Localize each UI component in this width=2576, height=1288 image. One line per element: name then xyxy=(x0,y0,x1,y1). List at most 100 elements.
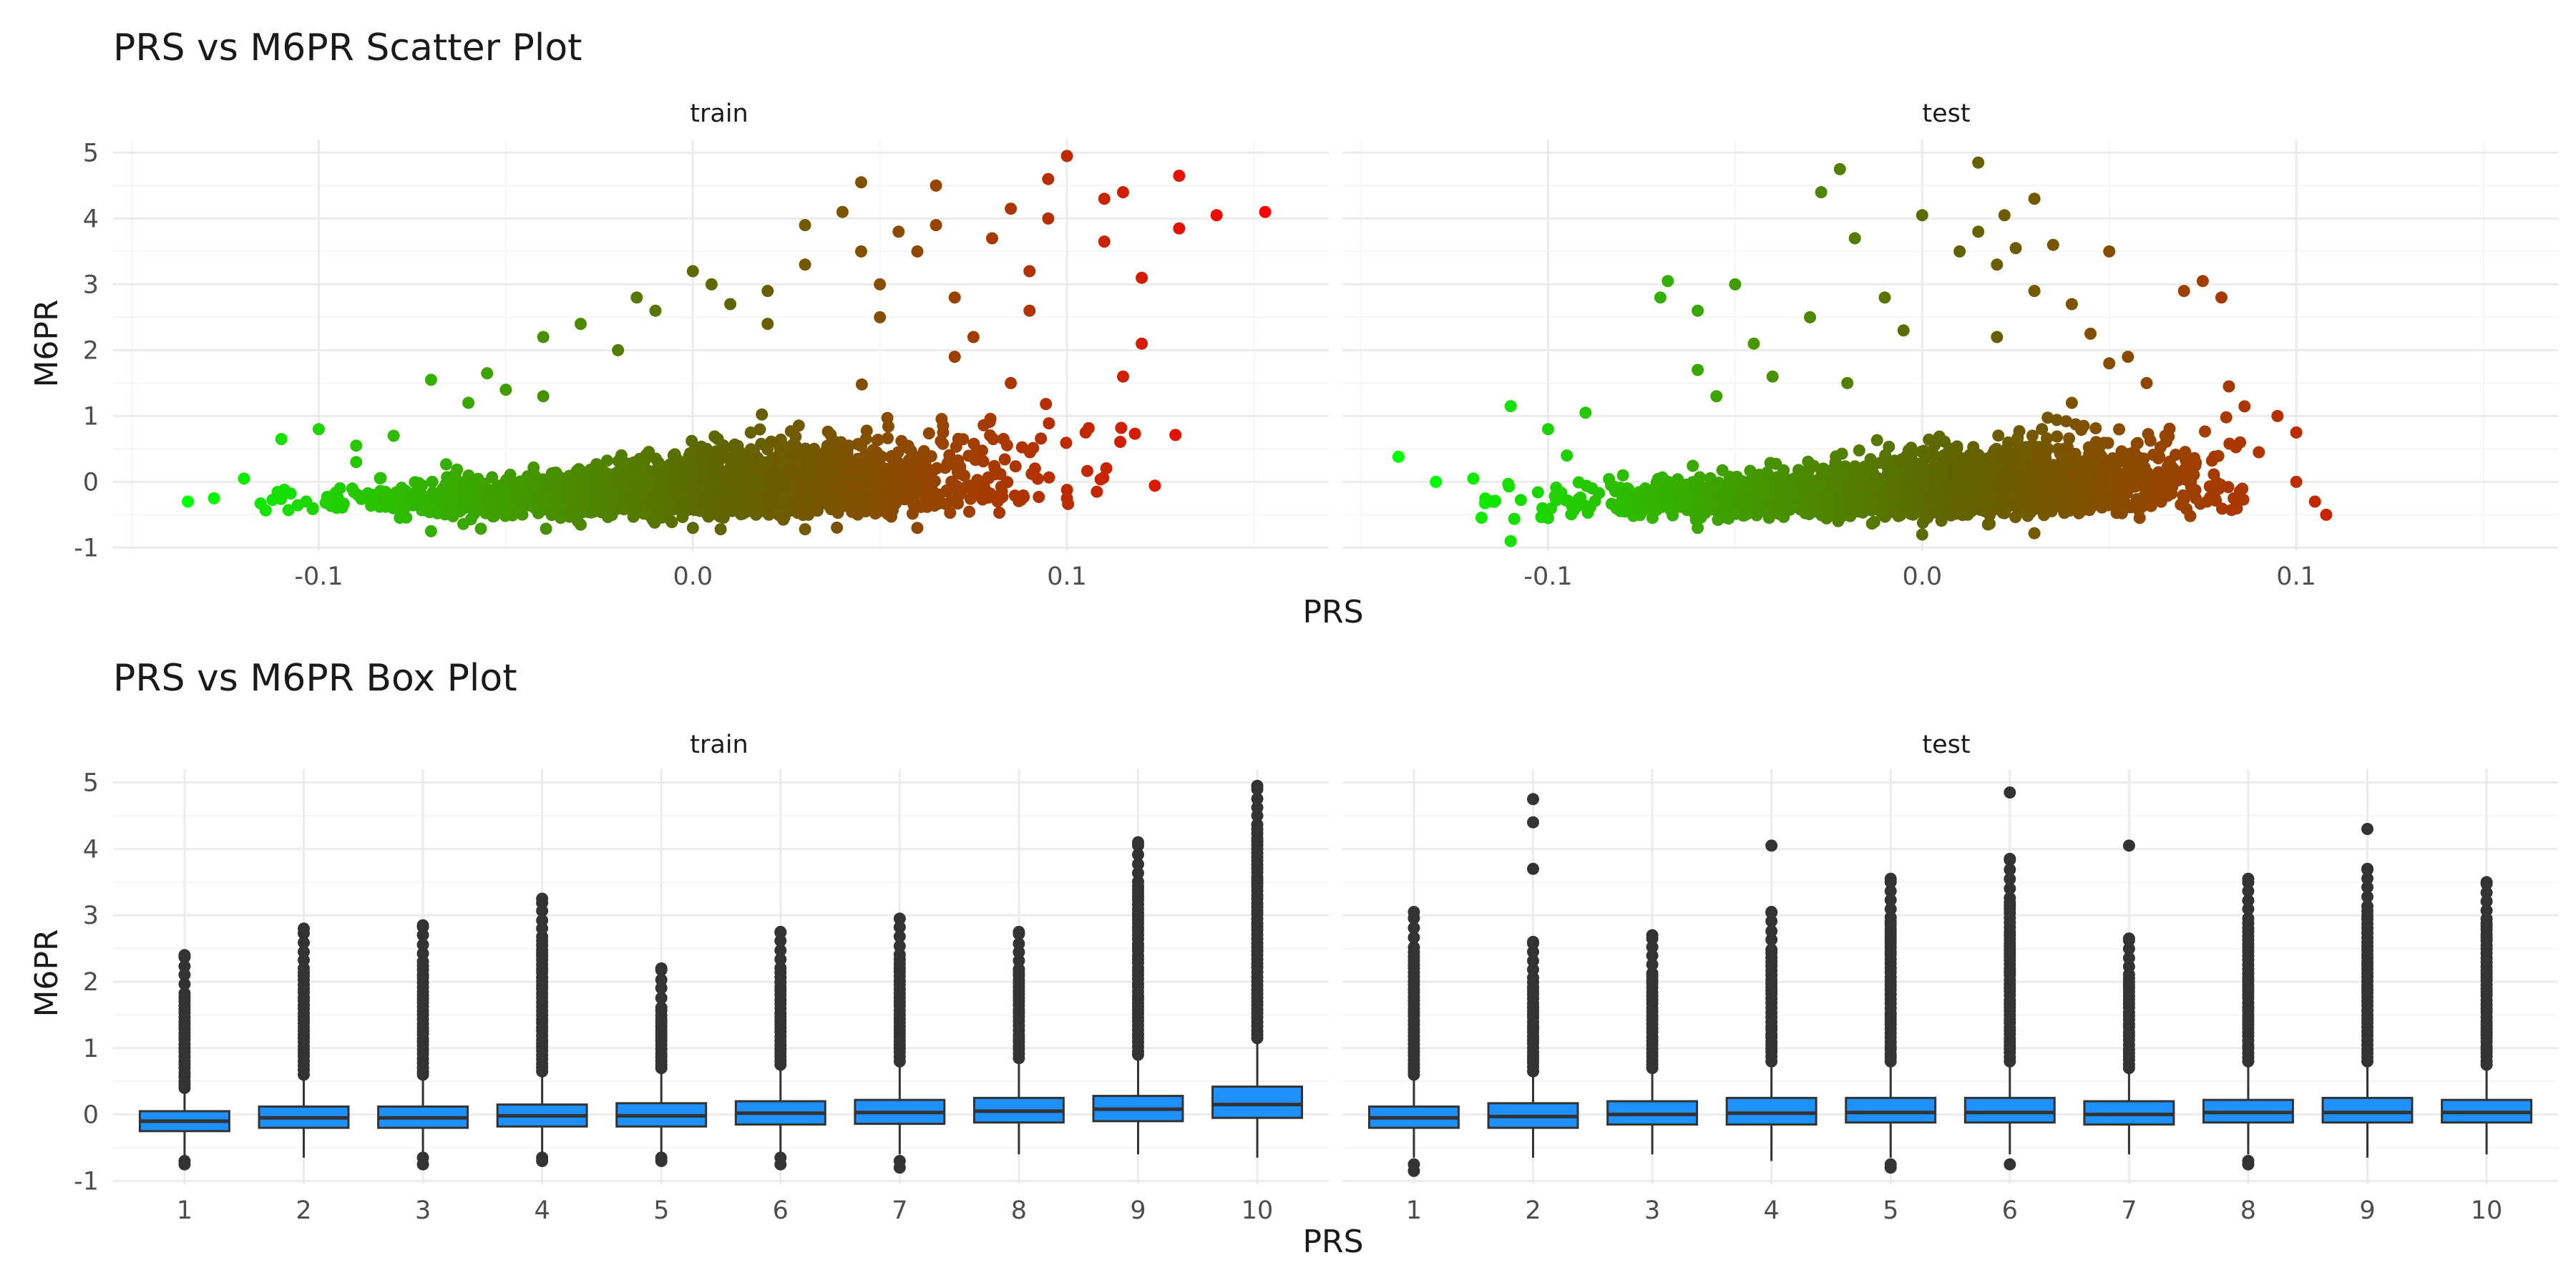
scatter-point xyxy=(793,502,806,514)
scatter-point xyxy=(686,434,698,447)
x-tick-label: -0.1 xyxy=(1523,562,1572,591)
scatter-point xyxy=(930,179,942,192)
scatter-point xyxy=(962,449,975,462)
scatter-point xyxy=(630,496,643,509)
scatter-point xyxy=(1094,473,1107,486)
scatter-point xyxy=(374,472,386,484)
scatter-point xyxy=(789,430,802,443)
scatter-point xyxy=(576,506,589,519)
scatter-point xyxy=(726,487,738,499)
y-tick-label: -1 xyxy=(74,534,99,562)
scatter-point xyxy=(643,446,655,459)
scatter-point xyxy=(826,434,839,447)
scatter-point xyxy=(977,419,990,431)
scatter-point xyxy=(1128,427,1141,440)
scatter-point xyxy=(1565,508,1578,521)
scatter-point xyxy=(540,522,552,535)
scatter-point xyxy=(879,491,892,504)
scatter-point xyxy=(693,484,706,497)
scatter-point xyxy=(815,455,828,468)
scatter-point xyxy=(2069,418,2082,431)
scatter-point xyxy=(331,502,343,514)
scatter-point xyxy=(907,498,920,511)
scatter-point xyxy=(520,493,533,506)
scatter-point xyxy=(777,513,790,526)
scatter-point xyxy=(993,507,1006,519)
scatter-point xyxy=(1148,479,1161,492)
scatter-point xyxy=(774,476,787,489)
scatter-point xyxy=(1173,222,1186,235)
scatter-point xyxy=(921,481,934,494)
scatter-point xyxy=(1503,480,1516,493)
scatter-point xyxy=(967,486,980,499)
scatter-point xyxy=(1943,444,1956,457)
scatter-point xyxy=(683,487,696,499)
scatter-point xyxy=(440,458,452,471)
scatter-point xyxy=(755,437,768,450)
scatter-point xyxy=(761,285,774,298)
scatter-point xyxy=(300,495,313,508)
y-tick-label: 0 xyxy=(83,468,99,497)
scatter-point xyxy=(982,471,995,484)
scatter-point xyxy=(1117,186,1129,199)
scatter-point xyxy=(1650,504,1663,517)
scatter-point xyxy=(713,451,726,463)
scatter-point xyxy=(937,437,950,450)
scatter-point xyxy=(1531,486,1544,499)
scatter-point xyxy=(2212,449,2225,462)
x-tick-label: 0.1 xyxy=(1047,562,1087,591)
scatter-point xyxy=(2238,400,2251,413)
scatter-point xyxy=(836,205,849,218)
scatter-title: PRS vs M6PR Scatter Plot xyxy=(113,26,582,69)
scatter-ylabel: M6PR xyxy=(29,299,65,387)
scatter-point xyxy=(665,516,678,529)
scatter-point xyxy=(1009,460,1022,473)
scatter-point xyxy=(552,481,565,494)
scatter-point xyxy=(799,219,811,232)
scatter-point xyxy=(868,455,881,468)
scatter-point xyxy=(952,497,965,510)
scatter-point xyxy=(743,474,756,487)
scatter-point xyxy=(499,509,512,522)
scatter-point xyxy=(2113,423,2125,436)
scatter-point xyxy=(1593,487,1606,499)
scatter-point xyxy=(911,245,924,258)
scatter-point xyxy=(708,430,721,443)
scatter-point xyxy=(683,468,696,481)
scatter-point xyxy=(1169,429,1182,441)
scatter-point xyxy=(1000,439,1013,452)
scatter-point xyxy=(628,486,641,498)
scatter-point xyxy=(2184,509,2197,522)
scatter-point xyxy=(762,491,775,504)
scatter-point xyxy=(1259,205,1272,218)
scatter-point xyxy=(2177,494,2190,507)
scatter-point xyxy=(424,525,437,537)
scatter-point xyxy=(313,423,325,436)
scatter-point xyxy=(1173,170,1186,182)
scatter-point xyxy=(2058,507,2071,519)
scatter-point xyxy=(1040,398,1053,411)
scatter-point xyxy=(346,482,358,495)
scatter-point xyxy=(1098,235,1111,248)
scatter-point xyxy=(852,508,864,521)
scatter-point xyxy=(695,444,708,457)
scatter-point xyxy=(605,507,618,520)
scatter-point xyxy=(998,453,1011,466)
scatter-point xyxy=(630,291,643,304)
scatter-point xyxy=(2223,437,2236,450)
scatter-point xyxy=(705,278,718,291)
scatter-point xyxy=(761,318,774,331)
scatter-point xyxy=(397,502,410,514)
scatter-point xyxy=(1508,512,1521,525)
scatter-point xyxy=(589,467,602,479)
scatter-point xyxy=(1005,376,1018,389)
scatter-point xyxy=(1117,370,1129,383)
scatter-point xyxy=(2089,422,2102,434)
y-tick-label: 2 xyxy=(83,336,99,365)
scatter-point xyxy=(967,331,980,343)
scatter-point xyxy=(991,495,1004,508)
scatter-point xyxy=(412,477,425,489)
scatter-point xyxy=(958,469,971,482)
scatter-point xyxy=(675,497,688,510)
scatter-point xyxy=(2001,442,2014,455)
